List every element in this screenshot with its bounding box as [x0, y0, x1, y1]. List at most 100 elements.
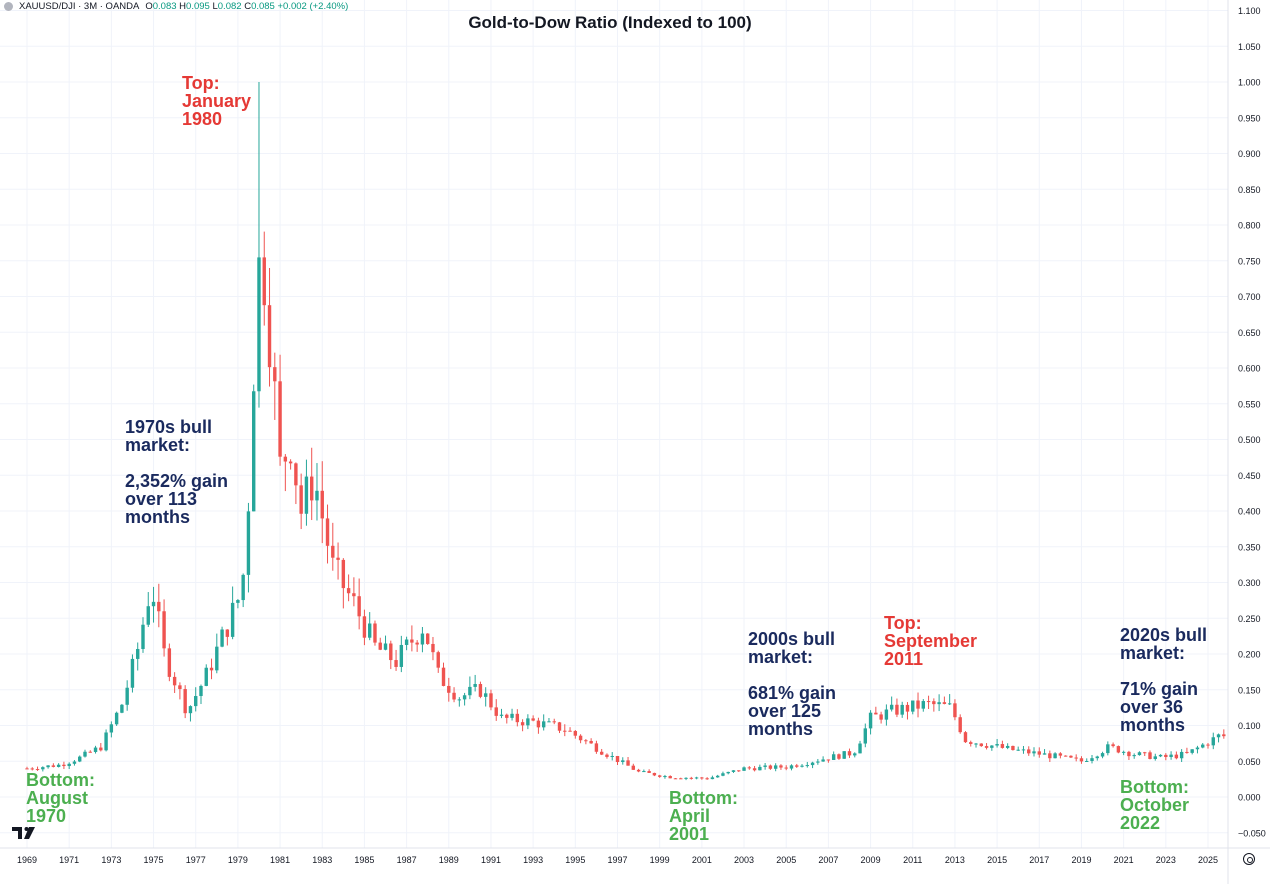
candle-body: [679, 778, 683, 780]
candle-body: [874, 712, 878, 715]
candle-body: [1106, 744, 1110, 754]
candle-body: [900, 704, 904, 715]
candle-body: [1100, 753, 1105, 757]
candle-body: [172, 676, 177, 686]
candle-body: [399, 644, 404, 667]
x-tick-label: 2009: [861, 855, 881, 865]
candle-body: [404, 639, 409, 645]
candle-body: [694, 777, 699, 779]
candle-body: [737, 770, 741, 772]
candle-body: [795, 765, 799, 767]
candle-body: [895, 704, 899, 715]
x-tick-label: 1973: [101, 855, 121, 865]
candle-body: [557, 722, 562, 731]
candle-body: [99, 747, 103, 751]
candle-body: [721, 773, 725, 776]
candle-body: [130, 658, 135, 688]
candle-body: [668, 776, 672, 779]
candle-body: [204, 667, 208, 686]
candle-body: [93, 747, 98, 752]
candle-body: [947, 703, 952, 705]
candle-body: [810, 762, 815, 766]
y-tick-label: −0.050: [1238, 828, 1266, 838]
x-tick-label: 2021: [1114, 855, 1134, 865]
candle-body: [1090, 758, 1094, 761]
candle-body: [768, 765, 773, 769]
candle-body: [979, 743, 983, 747]
candle-body: [167, 648, 172, 677]
y-tick-label: 0.350: [1238, 542, 1261, 552]
candle-body: [325, 518, 330, 546]
chart-title: Gold-to-Dow Ratio (Indexed to 100): [468, 13, 752, 32]
candle-body: [974, 743, 978, 745]
candle-body: [1222, 734, 1226, 737]
close-label: C: [244, 0, 252, 12]
candle-body: [568, 730, 572, 732]
x-tick-label: 1995: [565, 855, 585, 865]
candle-body: [283, 456, 288, 462]
x-tick-label: 2013: [945, 855, 965, 865]
candle-body: [1148, 752, 1152, 759]
candle-body: [636, 769, 641, 772]
candle-body: [673, 778, 678, 780]
candle-body: [378, 642, 382, 650]
x-tick-label: 1999: [650, 855, 670, 865]
x-tick-label: 2023: [1156, 855, 1176, 865]
y-tick-label: 0.050: [1238, 757, 1261, 767]
candle-body: [1016, 749, 1020, 751]
x-tick-label: 2019: [1071, 855, 1091, 865]
y-tick-label: 0.850: [1238, 185, 1261, 195]
annotation-bull-2000s: 2000s bull market: 681% gain over 125 mo…: [748, 629, 837, 739]
x-tick-label: 1971: [59, 855, 79, 865]
close-value: 0.085: [251, 0, 275, 12]
high-label: H: [179, 0, 187, 12]
candle-body: [88, 751, 92, 753]
candle-body: [1132, 755, 1136, 757]
y-tick-label: 0.650: [1238, 328, 1261, 338]
x-tick-label: 1977: [186, 855, 206, 865]
annotation-bull-2020s: 2020s bull market: 71% gain over 36 mont…: [1120, 625, 1208, 735]
candle-body: [425, 633, 430, 644]
candle-body: [689, 777, 694, 779]
candle-body: [157, 601, 161, 612]
x-tick-label: 2001: [692, 855, 712, 865]
candle-body: [1116, 746, 1121, 753]
low-value: 0.082: [217, 0, 242, 12]
x-tick-label: 2007: [818, 855, 838, 865]
candle-body: [220, 629, 224, 647]
candle-body: [605, 754, 609, 757]
candle-body: [415, 642, 419, 645]
candle-body: [847, 751, 852, 756]
candle-body: [1058, 753, 1063, 756]
candle-body: [273, 367, 277, 382]
candle-body: [563, 730, 567, 732]
candle-body: [436, 652, 440, 668]
y-tick-label: 0.450: [1238, 471, 1261, 481]
candle-body: [868, 712, 873, 729]
y-tick-label: 1.000: [1238, 78, 1261, 88]
x-tick-label: 2011: [903, 855, 922, 865]
candle-body: [452, 692, 456, 700]
y-tick-label: 1.050: [1238, 42, 1261, 52]
candle-body: [294, 463, 298, 486]
candle-body: [1121, 751, 1126, 753]
x-tick-label: 2003: [734, 855, 754, 865]
y-tick-label: 0.500: [1238, 435, 1261, 445]
candle-body: [151, 601, 156, 607]
y-tick-label: 0.000: [1238, 793, 1261, 803]
candle-body: [141, 624, 145, 649]
x-tick-label: 1993: [523, 855, 543, 865]
candle-body: [120, 704, 124, 713]
x-tick-label: 1989: [439, 855, 459, 865]
tradingview-logo-icon[interactable]: [12, 826, 38, 840]
candle-body: [230, 602, 235, 637]
candle-body: [494, 707, 498, 716]
candle-body: [483, 693, 488, 697]
x-tick-label: 1969: [17, 855, 37, 865]
candle-body: [1190, 749, 1194, 753]
y-tick-label: 0.300: [1238, 578, 1261, 588]
open-label: O: [145, 0, 153, 12]
candle-body: [784, 767, 788, 769]
candle-body: [1216, 734, 1221, 738]
settings-icon[interactable]: [1243, 853, 1255, 865]
